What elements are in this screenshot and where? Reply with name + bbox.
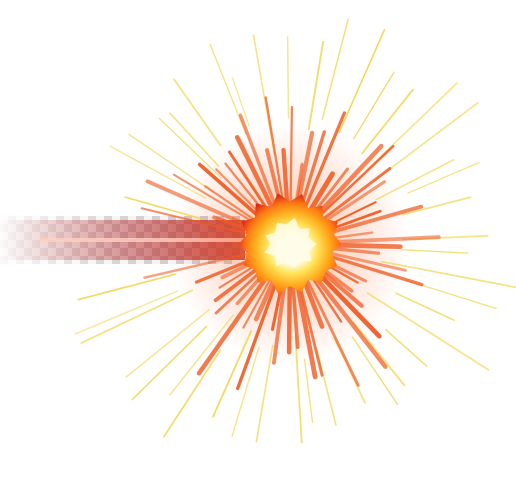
yellow-ray [366, 292, 490, 371]
orange-spike [298, 281, 324, 377]
orange-spike [236, 279, 279, 391]
orange-spike [281, 147, 290, 207]
orange-spike [218, 264, 258, 289]
orange-spike [320, 166, 392, 222]
yellow-ray [125, 309, 210, 378]
orange-spike [327, 251, 407, 272]
yellow-ray [131, 325, 208, 401]
yellow-ray [395, 292, 456, 322]
orange-spike [327, 242, 403, 250]
yellow-ray [384, 328, 428, 367]
yellow-ray [158, 117, 222, 179]
orange-spike [326, 204, 424, 235]
yellow-ray [209, 43, 247, 135]
orange-spike [204, 185, 258, 223]
yellow-ray [231, 77, 250, 127]
yellow-ray [376, 101, 479, 180]
orange-spike [328, 235, 441, 245]
orange-spike [253, 278, 276, 322]
orange-spike [308, 171, 335, 213]
orange-spike [234, 135, 275, 211]
yellow-ray [77, 273, 177, 301]
yellow-ray [380, 260, 516, 289]
yellow-ray [80, 289, 194, 344]
yellow-ray [401, 196, 472, 216]
orange-spike [321, 180, 386, 224]
yellow-ray [109, 145, 207, 199]
orange-spike [228, 150, 270, 213]
yellow-ray [173, 78, 222, 147]
orange-spike [289, 105, 294, 206]
yellow-ray [294, 334, 303, 444]
yellow-ray [338, 28, 386, 134]
yellow-ray [163, 349, 222, 438]
yellow-ray [351, 336, 399, 406]
orange-spike [315, 270, 382, 339]
orange-spike [196, 274, 270, 376]
orange-spike [294, 280, 318, 380]
orange-spike [320, 266, 354, 293]
orange-spike [328, 246, 381, 255]
orange-spike [242, 277, 272, 329]
yellow-ray [401, 249, 469, 254]
orange-spike [312, 167, 349, 214]
yellow-ray [255, 344, 274, 443]
yellow-ray [74, 290, 179, 335]
orange-spike [318, 268, 364, 308]
yellow-ray [307, 40, 325, 131]
yellow-ray [352, 321, 406, 387]
orange-spike [194, 257, 255, 284]
orange-spike [238, 113, 278, 209]
orange-spike [326, 254, 424, 287]
orange-spike [302, 278, 325, 329]
orange-spike [295, 130, 315, 207]
orange-spike [215, 168, 264, 217]
explosion-core-highlight [264, 217, 317, 268]
yellow-ray [361, 88, 414, 155]
orange-spike [300, 130, 326, 208]
yellow-ray [407, 161, 480, 194]
yellow-ray [286, 36, 290, 119]
yellow-ray [303, 358, 314, 423]
orange-spike [213, 266, 260, 303]
orange-spike [140, 207, 253, 236]
orange-spike [317, 144, 395, 218]
yellow-ray [169, 314, 235, 396]
orange-spike [143, 251, 253, 279]
orange-spike [303, 111, 347, 209]
orange-spike [145, 179, 256, 230]
orange-spike [172, 173, 257, 225]
orange-spike [214, 269, 263, 315]
orange-spike [197, 162, 262, 220]
yellow-ray [128, 133, 215, 193]
yellow-ray [212, 330, 253, 418]
orange-spike [310, 276, 343, 323]
orange-spike [305, 278, 360, 387]
orange-spike [271, 281, 287, 365]
yellow-ray [169, 112, 220, 167]
orange-spike [314, 143, 384, 218]
burst-rays [74, 18, 516, 444]
yellow-ray [353, 71, 395, 140]
orange-spike [326, 209, 382, 232]
orange-spike [328, 231, 374, 240]
yellow-ray [124, 196, 202, 220]
orange-spike [291, 282, 300, 350]
yellow-ray [231, 346, 260, 437]
orange-spike [264, 96, 285, 206]
yellow-ray [375, 158, 455, 201]
orange-spike [286, 281, 292, 355]
yellow-ray [321, 18, 349, 121]
orange-spike [312, 273, 388, 369]
